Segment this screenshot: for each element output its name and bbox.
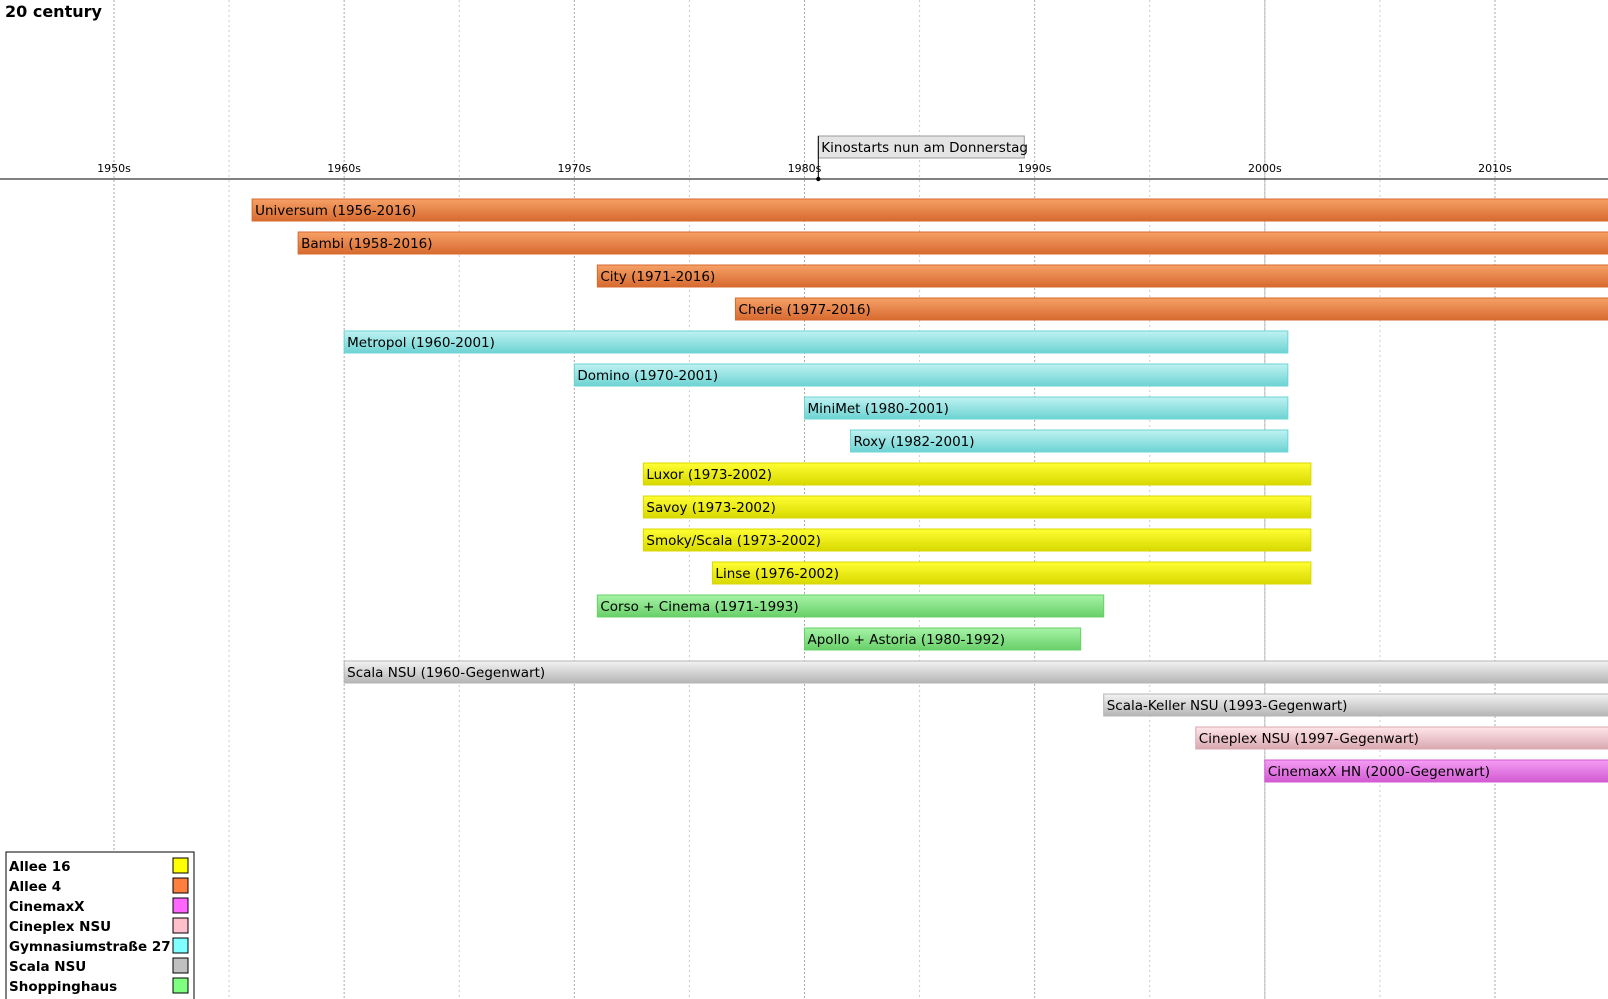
legend-label: Allee 16 <box>9 859 71 875</box>
decade-tick-label: 2010s <box>1478 162 1512 175</box>
timeline-bar <box>343 660 1608 684</box>
timeline-bar-label: Apollo + Astoria (1980-1992) <box>808 632 1006 648</box>
timeline-bar <box>642 462 1312 486</box>
timeline-bar-label: City (1971-2016) <box>600 269 715 285</box>
legend-swatch <box>172 937 189 954</box>
legend: Allee 16 Allee 4 CinemaxX Cineplex NSU Gymna… <box>5 851 195 999</box>
timeline-bar-label: Domino (1970-2001) <box>577 368 718 384</box>
legend-box <box>5 851 195 999</box>
timeline-bar <box>596 594 1105 618</box>
timeline-bar-label: Cineplex NSU (1997-Gegenwart) <box>1199 731 1419 747</box>
timeline-bar <box>850 429 1289 453</box>
decade-tick-label: 1960s <box>327 162 361 175</box>
timeline-bar <box>1103 693 1608 717</box>
legend-swatch <box>172 917 189 934</box>
timeline-bar-label: Universum (1956-2016) <box>255 203 416 219</box>
legend-swatch <box>172 977 189 994</box>
timeline-bar-label: Linse (1976-2002) <box>715 566 839 582</box>
timeline-bar-label: Scala NSU (1960-Gegenwart) <box>347 665 545 681</box>
decade-tick-label: 2000s <box>1248 162 1282 175</box>
timeline-bar <box>642 528 1312 552</box>
timeline-bar <box>596 264 1608 288</box>
legend-label: Scala NSU <box>9 959 86 975</box>
timeline-bar-label: CinemaxX HN (2000-Gegenwart) <box>1268 764 1490 780</box>
century-labels: 20 century21 century <box>5 2 102 21</box>
event-marker: Kinostarts nun am Donnerstag <box>816 135 1028 182</box>
timeline-bar <box>343 330 1289 354</box>
timeline-bar-label: Corso + Cinema (1971-1993) <box>600 599 798 615</box>
timeline-bar <box>297 231 1608 255</box>
timeline-bar <box>251 198 1608 222</box>
timeline-bar-label: Savoy (1973-2002) <box>646 500 776 516</box>
timeline-bar <box>1195 726 1608 750</box>
event-label: Kinostarts nun am Donnerstag <box>821 140 1028 156</box>
legend-label: Shoppinghaus <box>9 979 117 995</box>
timeline-bar-label: MiniMet (1980-2001) <box>808 401 949 417</box>
legend-label: CinemaxX <box>9 899 85 915</box>
timeline-bar <box>573 363 1289 387</box>
legend-swatch <box>172 897 189 914</box>
timeline-bar-label: Scala-Keller NSU (1993-Gegenwart) <box>1107 698 1348 714</box>
century-label: 20 century <box>5 2 102 21</box>
timeline-bar-label: Smoky/Scala (1973-2002) <box>646 533 821 549</box>
legend-label: Allee 4 <box>9 879 61 895</box>
timeline-bar <box>804 627 1082 651</box>
timeline-bar-label: Metropol (1960-2001) <box>347 335 495 351</box>
legend-swatch <box>172 857 189 874</box>
legend-swatch <box>172 957 189 974</box>
timeline-bar <box>734 297 1608 321</box>
grid-lines <box>113 0 1496 999</box>
decade-tick-label: 1950s <box>97 162 131 175</box>
event-dot <box>816 176 821 182</box>
timeline-bar-label: Luxor (1973-2002) <box>646 467 772 483</box>
legend-swatch <box>172 877 189 894</box>
time-axis: 1950s 1960s 1970s 1980s 1990s 2000s 2010s <box>0 162 1608 180</box>
decade-tick-label: 1980s <box>788 162 822 175</box>
decade-tick-label: 1990s <box>1018 162 1052 175</box>
timeline-bar <box>711 561 1312 585</box>
timeline-bar-label: Bambi (1958-2016) <box>301 236 432 252</box>
timeline-bar <box>1264 759 1608 783</box>
decade-tick-label: 1970s <box>557 162 591 175</box>
timeline-bar <box>804 396 1289 420</box>
timeline-bar-label: Cherie (1977-2016) <box>738 302 870 318</box>
legend-label: Gymnasiumstraße 27 <box>9 939 171 955</box>
timeline-bars: Universum (1956-2016) Bambi (1958-2016) Ci… <box>251 198 1608 783</box>
legend-label: Cineplex NSU <box>9 919 111 935</box>
timeline-bar-label: Roxy (1982-2001) <box>854 434 975 450</box>
timeline-bar <box>642 495 1312 519</box>
